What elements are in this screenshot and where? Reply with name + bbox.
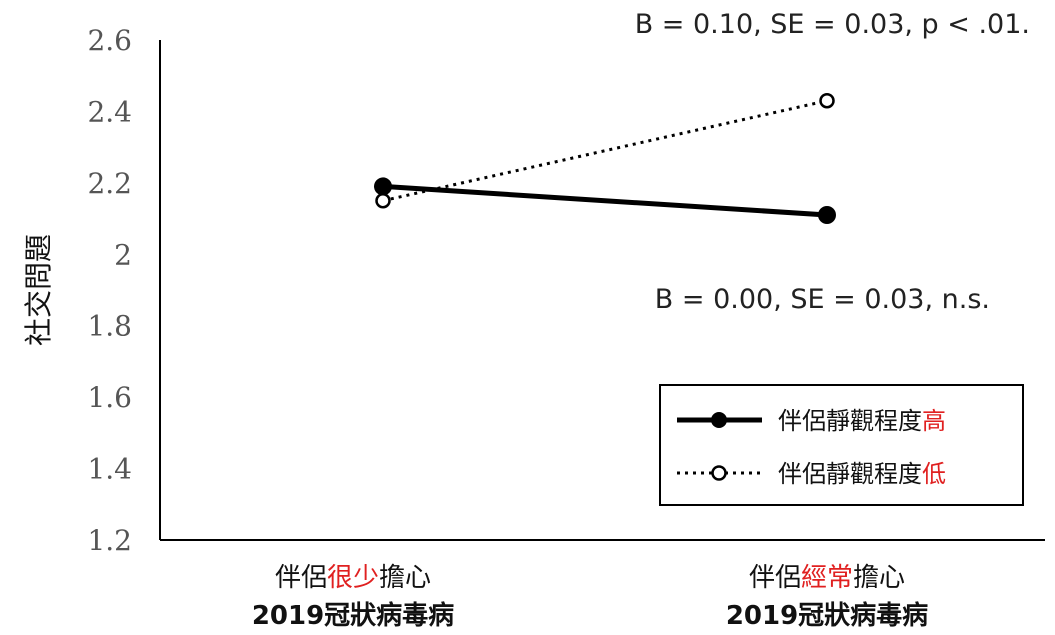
series-line-high xyxy=(382,183,828,218)
annotation-bottom: B = 0.00, SE = 0.03, n.s. xyxy=(655,284,990,315)
legend-label-low: 伴侶靜觀程度低 xyxy=(778,460,946,488)
data-point-high-0 xyxy=(374,177,392,196)
y-tick-label: 2.4 xyxy=(87,95,132,128)
legend-label-high: 伴侶靜觀程度高 xyxy=(778,407,946,435)
data-point-low-0 xyxy=(375,192,391,209)
y-tick-label: 2.2 xyxy=(87,167,132,200)
y-tick-label: 1.6 xyxy=(87,381,132,414)
x-category-0-line2: 2019冠狀病毒病 xyxy=(252,601,454,631)
legend: 伴侶靜觀程度高 伴侶靜觀程度低 xyxy=(659,384,1024,506)
y-axis-label: 社交問題 xyxy=(22,234,55,346)
legend-low-prefix: 伴侶靜觀程度 xyxy=(778,460,922,488)
data-point-low-1 xyxy=(819,92,835,109)
y-tick-label: 2 xyxy=(114,238,132,271)
series-layer xyxy=(374,92,836,224)
legend-box xyxy=(659,384,1024,506)
y-tick-label: 1.8 xyxy=(87,310,132,343)
legend-high-highlight: 高 xyxy=(922,407,946,435)
x-category-1-line1: 伴侶經常擔心 xyxy=(749,563,905,593)
y-tick-label: 1.2 xyxy=(87,524,132,557)
x-category-0-line1: 伴侶很少擔心 xyxy=(275,563,431,593)
legend-marker-low xyxy=(711,465,727,481)
legend-high-prefix: 伴侶靜觀程度 xyxy=(778,407,922,435)
y-tick-label: 2.6 xyxy=(87,24,132,57)
annotation-top: B = 0.10, SE = 0.03, p < .01. xyxy=(635,9,1030,40)
series-line-low xyxy=(382,99,828,203)
data-point-high-1 xyxy=(818,206,836,224)
legend-low-highlight: 低 xyxy=(922,460,946,488)
legend-marker-high xyxy=(711,412,727,428)
x-category-labels: 伴侶很少擔心 2019冠狀病毒病 伴侶經常擔心 2019冠狀病毒病 xyxy=(252,563,928,631)
y-tick-labels: 1.2 1.4 1.6 1.8 2 2.2 2.4 2.6 xyxy=(87,24,132,557)
y-tick-label: 1.4 xyxy=(87,453,132,486)
x-category-1-line2: 2019冠狀病毒病 xyxy=(726,601,928,631)
